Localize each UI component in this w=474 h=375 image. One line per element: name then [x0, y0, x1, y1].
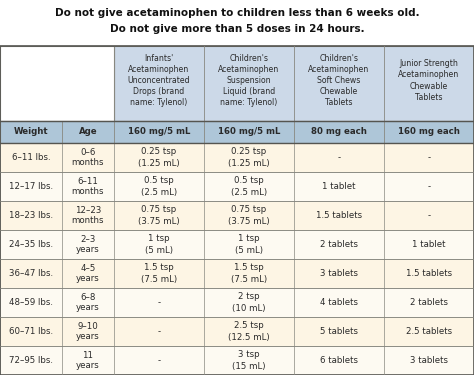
- Text: -: -: [157, 298, 161, 307]
- Text: 3 tablets: 3 tablets: [410, 356, 448, 365]
- Bar: [0, 317, 474, 346]
- Text: Infants'
Acetaminophen
Unconcentrated
Drops (brand
name: Tylenol): Infants' Acetaminophen Unconcentrated Dr…: [128, 54, 191, 107]
- Bar: [0, 259, 474, 288]
- Text: Junior Strength
Acetaminophen
Chewable
Tablets: Junior Strength Acetaminophen Chewable T…: [398, 59, 460, 102]
- Text: -: -: [428, 211, 430, 220]
- Text: 0.5 tsp
(2.5 mL): 0.5 tsp (2.5 mL): [231, 177, 267, 197]
- Text: 1.5 tablets: 1.5 tablets: [406, 269, 452, 278]
- Bar: [0, 143, 474, 172]
- Text: 3 tsp
(15 mL): 3 tsp (15 mL): [232, 351, 266, 370]
- Text: Children's
Acetaminophen
Suspension
Liquid (brand
name: Tylenol): Children's Acetaminophen Suspension Liqu…: [219, 54, 280, 107]
- Text: 0.75 tsp
(3.75 mL): 0.75 tsp (3.75 mL): [138, 206, 180, 225]
- Text: Do not give acetaminophen to children less than 6 weeks old.: Do not give acetaminophen to children le…: [55, 8, 419, 18]
- Text: 1 tsp
(5 mL): 1 tsp (5 mL): [145, 234, 173, 255]
- Text: 1 tablet: 1 tablet: [412, 240, 446, 249]
- Text: 4–5
years: 4–5 years: [76, 264, 100, 283]
- Text: 6–11
months: 6–11 months: [72, 177, 104, 196]
- Text: 0.5 tsp
(2.5 mL): 0.5 tsp (2.5 mL): [141, 177, 177, 197]
- Text: -: -: [428, 182, 430, 191]
- Bar: [114, 46, 474, 121]
- Text: 1.5 tsp
(7.5 mL): 1.5 tsp (7.5 mL): [141, 264, 177, 284]
- Bar: [0, 46, 114, 121]
- Text: 11
years: 11 years: [76, 351, 100, 370]
- Text: 160 mg/5 mL: 160 mg/5 mL: [218, 128, 280, 136]
- Text: 2–3
years: 2–3 years: [76, 235, 100, 254]
- Text: 1 tablet: 1 tablet: [322, 182, 356, 191]
- Text: 0.25 tsp
(1.25 mL): 0.25 tsp (1.25 mL): [228, 147, 270, 168]
- Text: 6 tablets: 6 tablets: [320, 356, 358, 365]
- Text: 24–35 lbs.: 24–35 lbs.: [9, 240, 53, 249]
- Text: -: -: [337, 153, 340, 162]
- Text: 9–10
years: 9–10 years: [76, 322, 100, 341]
- Text: 0.75 tsp
(3.75 mL): 0.75 tsp (3.75 mL): [228, 206, 270, 225]
- Text: 2 tablets: 2 tablets: [410, 298, 448, 307]
- Text: 2 tsp
(10 mL): 2 tsp (10 mL): [232, 292, 266, 312]
- Text: 4 tablets: 4 tablets: [320, 298, 358, 307]
- Text: 6–8
years: 6–8 years: [76, 293, 100, 312]
- Text: 160 mg each: 160 mg each: [398, 128, 460, 136]
- Text: 3 tablets: 3 tablets: [320, 269, 358, 278]
- Text: 80 mg each: 80 mg each: [311, 128, 367, 136]
- Text: Weight: Weight: [14, 128, 48, 136]
- Text: Age: Age: [79, 128, 97, 136]
- Text: 36–47 lbs.: 36–47 lbs.: [9, 269, 53, 278]
- Text: Children's
Acetaminophen
Soft Chews
Chewable
Tablets: Children's Acetaminophen Soft Chews Chew…: [309, 54, 370, 107]
- Text: 6–11 lbs.: 6–11 lbs.: [12, 153, 50, 162]
- Text: 18–23 lbs.: 18–23 lbs.: [9, 211, 53, 220]
- Bar: [0, 46, 474, 375]
- Text: 0–6
months: 0–6 months: [72, 148, 104, 167]
- Bar: [0, 121, 474, 143]
- Text: 2.5 tablets: 2.5 tablets: [406, 327, 452, 336]
- Text: 1.5 tsp
(7.5 mL): 1.5 tsp (7.5 mL): [231, 264, 267, 284]
- Text: 1.5 tablets: 1.5 tablets: [316, 211, 362, 220]
- Bar: [0, 172, 474, 201]
- Text: 12–23
months: 12–23 months: [72, 206, 104, 225]
- Text: -: -: [428, 153, 430, 162]
- Text: 12–17 lbs.: 12–17 lbs.: [9, 182, 53, 191]
- Bar: [0, 201, 474, 230]
- Text: 72–95 lbs.: 72–95 lbs.: [9, 356, 53, 365]
- Bar: [0, 230, 474, 259]
- Text: -: -: [157, 327, 161, 336]
- Text: 160 mg/5 mL: 160 mg/5 mL: [128, 128, 190, 136]
- Text: 2 tablets: 2 tablets: [320, 240, 358, 249]
- Text: 1 tsp
(5 mL): 1 tsp (5 mL): [235, 234, 263, 255]
- Text: 48–59 lbs.: 48–59 lbs.: [9, 298, 53, 307]
- Bar: [0, 346, 474, 375]
- Bar: [0, 288, 474, 317]
- Text: 5 tablets: 5 tablets: [320, 327, 358, 336]
- Text: 2.5 tsp
(12.5 mL): 2.5 tsp (12.5 mL): [228, 321, 270, 342]
- Text: 0.25 tsp
(1.25 mL): 0.25 tsp (1.25 mL): [138, 147, 180, 168]
- Text: 60–71 lbs.: 60–71 lbs.: [9, 327, 53, 336]
- Text: Do not give more than 5 doses in 24 hours.: Do not give more than 5 doses in 24 hour…: [109, 24, 365, 34]
- Text: -: -: [157, 356, 161, 365]
